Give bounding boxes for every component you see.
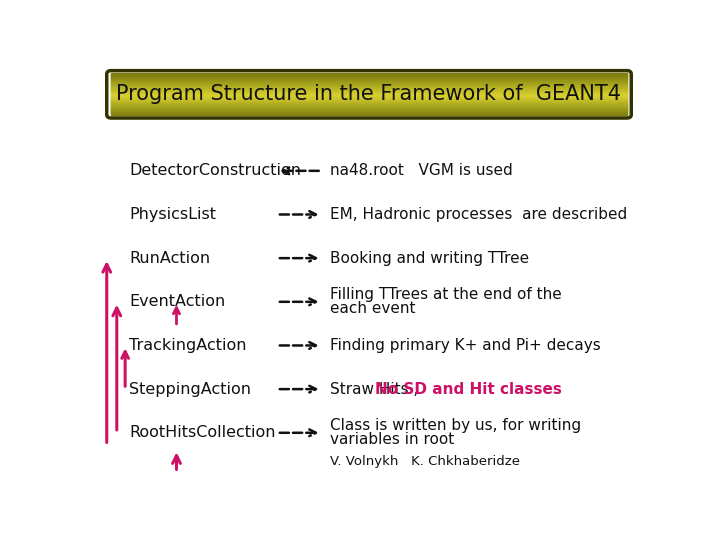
Bar: [111, 86, 627, 87]
Bar: [111, 89, 627, 90]
Bar: [111, 87, 627, 88]
Bar: [111, 83, 627, 85]
Bar: [111, 93, 627, 94]
Bar: [111, 77, 627, 79]
Bar: [111, 91, 627, 92]
Bar: [111, 73, 627, 75]
Bar: [111, 74, 627, 75]
Bar: [111, 104, 627, 105]
Bar: [111, 92, 627, 93]
Bar: [111, 83, 627, 84]
Text: DetectorConstruction: DetectorConstruction: [129, 163, 301, 178]
Bar: [111, 79, 627, 81]
Bar: [111, 100, 627, 102]
Bar: [111, 113, 627, 114]
Bar: [111, 77, 627, 78]
Bar: [111, 111, 627, 112]
Text: na48.root   VGM is used: na48.root VGM is used: [330, 163, 513, 178]
Bar: [111, 85, 627, 86]
Bar: [111, 94, 627, 96]
Bar: [111, 110, 627, 111]
Text: V. Volnykh   K. Chkhaberidze: V. Volnykh K. Chkhaberidze: [330, 455, 520, 468]
Bar: [111, 95, 627, 96]
Bar: [111, 102, 627, 103]
Bar: [111, 102, 627, 104]
Bar: [111, 107, 627, 109]
Bar: [111, 108, 627, 109]
Bar: [111, 96, 627, 98]
Bar: [111, 97, 627, 98]
Bar: [111, 104, 627, 106]
Text: SteppingAction: SteppingAction: [129, 382, 251, 396]
Text: EventAction: EventAction: [129, 294, 225, 309]
Bar: [111, 96, 627, 97]
Bar: [111, 106, 627, 107]
Bar: [111, 98, 627, 100]
Bar: [111, 112, 627, 114]
Text: PhysicsList: PhysicsList: [129, 207, 216, 222]
Bar: [111, 76, 627, 77]
Bar: [111, 85, 627, 87]
Bar: [111, 84, 627, 85]
Bar: [111, 109, 627, 110]
Bar: [111, 82, 627, 84]
Text: Straw Hits ,: Straw Hits ,: [330, 382, 423, 396]
Text: each event: each event: [330, 301, 415, 316]
Text: Class is written by us, for writing: Class is written by us, for writing: [330, 418, 581, 434]
Bar: [111, 78, 627, 80]
Bar: [111, 111, 627, 113]
Bar: [111, 105, 627, 106]
Bar: [111, 78, 627, 79]
Text: EM, Hadronic processes  are described: EM, Hadronic processes are described: [330, 207, 627, 222]
Bar: [111, 98, 627, 99]
Text: RootHitsCollection: RootHitsCollection: [129, 426, 276, 440]
Bar: [111, 101, 627, 103]
Bar: [111, 99, 627, 101]
Text: variables in root: variables in root: [330, 432, 454, 447]
Text: No SD and Hit classes: No SD and Hit classes: [375, 382, 562, 396]
Text: Finding primary K+ and Pi+ decays: Finding primary K+ and Pi+ decays: [330, 338, 600, 353]
Bar: [111, 87, 627, 89]
Bar: [111, 80, 627, 82]
Bar: [111, 99, 627, 100]
Text: Filling TTrees at the end of the: Filling TTrees at the end of the: [330, 287, 562, 302]
Bar: [111, 90, 627, 91]
Bar: [111, 103, 627, 105]
Bar: [111, 109, 627, 111]
Bar: [111, 90, 627, 92]
Text: Program Structure in the Framework of  GEANT4: Program Structure in the Framework of GE…: [117, 84, 621, 104]
Bar: [111, 112, 627, 113]
Text: RunAction: RunAction: [129, 251, 210, 266]
Text: TrackingAction: TrackingAction: [129, 338, 246, 353]
Bar: [111, 91, 627, 93]
Bar: [111, 106, 627, 108]
Text: Booking and writing TTree: Booking and writing TTree: [330, 251, 529, 266]
Bar: [111, 80, 627, 82]
Bar: [111, 75, 627, 76]
Bar: [111, 88, 627, 90]
Bar: [111, 93, 627, 95]
Bar: [111, 81, 627, 83]
Bar: [111, 75, 627, 77]
